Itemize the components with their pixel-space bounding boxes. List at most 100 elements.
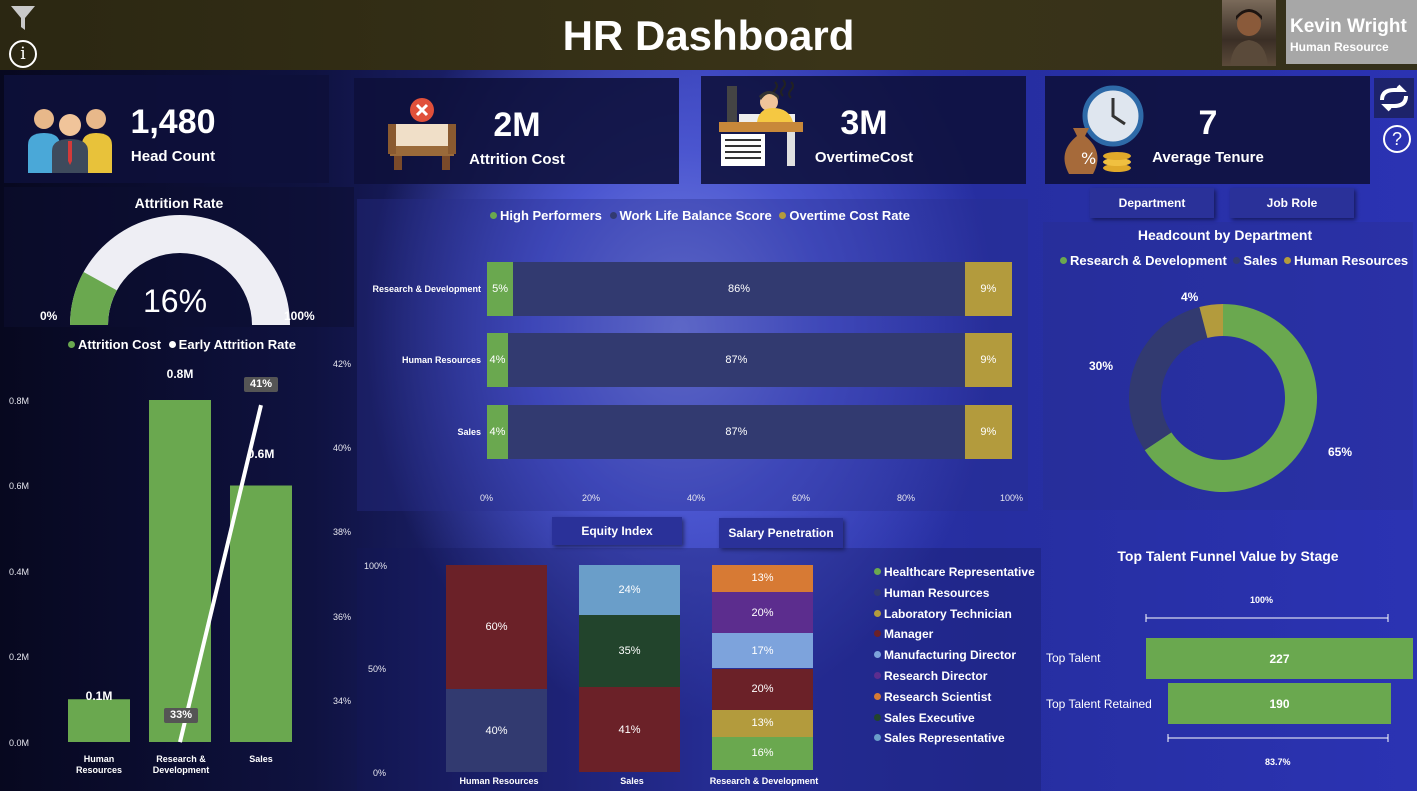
column-segment[interactable]: 17% xyxy=(712,633,813,669)
column-segment[interactable]: 35% xyxy=(579,614,680,688)
legend-item: Human Resources xyxy=(874,583,1035,604)
column-segment-label: 13% xyxy=(751,717,774,730)
legend-item: Sales Representative xyxy=(874,728,1035,749)
column-segment-label: 60% xyxy=(485,621,508,634)
department-button[interactable]: Department xyxy=(1090,188,1214,218)
hbar-x-tick: 100% xyxy=(1000,493,1024,503)
column-segment[interactable]: 13% xyxy=(712,565,813,592)
salary-penetration-button[interactable]: Salary Penetration xyxy=(719,518,843,548)
kpi-card-headcount: 1,480 Head Count xyxy=(4,75,329,183)
attrition-cost-value: 2M xyxy=(493,106,541,144)
hbar-x-tick: 0% xyxy=(480,493,494,503)
legend-dot xyxy=(874,630,881,638)
legend-item: Sales Executive xyxy=(874,708,1035,729)
hbar-segment[interactable]: 4% xyxy=(487,405,508,459)
column-segment[interactable]: 24% xyxy=(579,565,680,615)
hbar-segment[interactable]: 86% xyxy=(513,262,965,316)
legend-label: Early Attrition Rate xyxy=(178,337,296,352)
hbar-segment[interactable]: 9% xyxy=(964,333,1012,387)
funnel-bar-value: 190 xyxy=(1269,696,1290,711)
column-segment-label: 24% xyxy=(618,583,641,596)
legend-label: Research Director xyxy=(884,668,988,683)
funnel-top-pct: 100% xyxy=(1250,595,1274,605)
kpi-card-average-tenure: % 7 Average Tenure xyxy=(1045,76,1370,184)
column-segment[interactable]: 60% xyxy=(446,565,547,690)
column-segment-label: 35% xyxy=(618,644,641,657)
kpi-card-overtime-cost: 3M OvertimeCost xyxy=(701,76,1026,184)
hbar-segment[interactable]: 4% xyxy=(487,333,508,387)
funnel-stage-label: Top Talent xyxy=(1046,651,1101,665)
donut-slice[interactable] xyxy=(1129,307,1208,451)
legend-dot xyxy=(874,692,881,700)
combo-yright-tick: 40% xyxy=(333,443,352,453)
legend-label: Attrition Cost xyxy=(78,337,162,352)
attrition-rate-title: Attrition Rate xyxy=(134,195,224,211)
column-segment[interactable]: 41% xyxy=(579,687,680,772)
legend-item: Sales xyxy=(1233,253,1277,268)
user-name: Kevin Wright xyxy=(1290,16,1407,37)
combo-line-label: 41% xyxy=(244,377,278,392)
average-tenure-label: Average Tenure xyxy=(1152,149,1264,166)
combo-line-label: 33% xyxy=(164,708,198,723)
people-icon xyxy=(26,101,116,173)
column-segment[interactable]: 40% xyxy=(446,689,547,772)
column-segment[interactable]: 20% xyxy=(712,591,813,634)
legend-dot xyxy=(874,671,881,679)
hbar-segment[interactable]: 87% xyxy=(508,405,965,459)
combo-yright-tick: 42% xyxy=(333,359,352,369)
hbar-segment[interactable]: 87% xyxy=(508,333,965,387)
funnel-axis xyxy=(1145,614,1389,742)
hbar-segment[interactable]: 9% xyxy=(964,262,1012,316)
hbar-segment[interactable]: 9% xyxy=(964,405,1012,459)
column-segment-label: 20% xyxy=(751,683,774,696)
refresh-icon[interactable] xyxy=(1374,78,1414,118)
legend-item: Research Director xyxy=(874,666,1035,687)
donut-label: 65% xyxy=(1328,445,1353,459)
donut-slice[interactable] xyxy=(1144,304,1317,492)
column-segment-label: 13% xyxy=(751,572,774,585)
legend-item: Healthcare Representative xyxy=(874,562,1035,583)
hbar-segment-label: 9% xyxy=(980,283,997,295)
filter-icon[interactable] xyxy=(8,3,38,33)
hbar-row-label: Research & Development xyxy=(372,284,481,294)
column-y-tick: 0% xyxy=(373,768,387,778)
legend-dot xyxy=(874,609,881,617)
column-segment[interactable]: 20% xyxy=(712,668,813,710)
header-bar xyxy=(0,0,1417,70)
tired-worker-icon xyxy=(717,78,807,170)
info-icon[interactable]: i xyxy=(9,40,37,68)
combo-yleft-tick: 0.2M xyxy=(9,652,30,662)
funnel-bar: 190 xyxy=(1168,683,1391,724)
kpi-card-attrition-cost: 2M Attrition Cost xyxy=(354,78,679,184)
combo-yleft-tick: 0.6M xyxy=(9,481,30,491)
page-title: HR Dashboard xyxy=(562,12,855,59)
combo-bar[interactable] xyxy=(230,485,292,743)
hbar-segment[interactable]: 5% xyxy=(487,262,514,316)
legend-item-early-attrition: Early Attrition Rate xyxy=(168,337,296,352)
hbar-x-tick: 20% xyxy=(582,493,601,503)
equity-index-button[interactable]: Equity Index xyxy=(552,517,682,545)
combo-bar[interactable] xyxy=(68,699,130,742)
legend-item: Research & Development xyxy=(1060,253,1227,268)
combo-bar[interactable] xyxy=(149,400,211,742)
column-segment-label: 40% xyxy=(485,724,508,737)
legend-item: Research Scientist xyxy=(874,687,1035,708)
headcount-value: 1,480 xyxy=(130,103,216,141)
help-icon[interactable]: ? xyxy=(1383,125,1411,153)
legend-dot xyxy=(874,651,881,659)
column-segment[interactable]: 13% xyxy=(712,709,813,737)
job-role-button[interactable]: Job Role xyxy=(1230,188,1354,218)
column-segment[interactable]: 16% xyxy=(712,736,813,770)
legend-item: Manufacturing Director xyxy=(874,645,1035,666)
legend-item: Work Life Balance Score xyxy=(609,208,772,223)
legend-label: Laboratory Technician xyxy=(884,606,1012,621)
attrition-cost-label: Attrition Cost xyxy=(469,151,565,168)
legend-dot xyxy=(874,713,881,721)
column-segment-label: 20% xyxy=(751,606,774,619)
legend-label: Overtime Cost Rate xyxy=(789,208,910,223)
donut-slice[interactable] xyxy=(1199,304,1223,338)
gauge-track xyxy=(70,215,290,325)
donut-legend: Research & Development Sales Human Resou… xyxy=(1060,253,1408,268)
hbar-segment-label: 9% xyxy=(980,354,997,366)
combo-category-label: Research & Development xyxy=(143,754,219,776)
